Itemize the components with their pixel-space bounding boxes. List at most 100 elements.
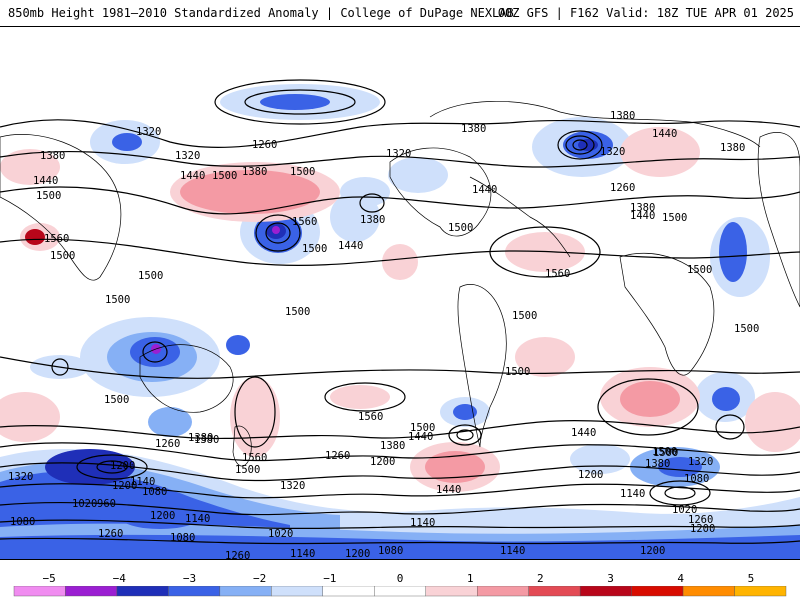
contour-label: 1140 (185, 513, 210, 525)
height-contours (0, 79, 800, 545)
anomaly-colorbar (13, 586, 787, 597)
contour-label: 1440 (571, 427, 596, 439)
contour-label: 1560 (545, 268, 570, 280)
contour-label: 1080 (170, 532, 195, 544)
contour-label: 1440 (180, 170, 205, 182)
contour-label: 1260 (325, 450, 350, 462)
contour-label: 1500 (448, 222, 473, 234)
contour-label: 1500 (505, 366, 530, 378)
contour-label: 1440 (630, 210, 655, 222)
contour-label: 1380 (360, 214, 385, 226)
colorbar-tick-label: −2 (253, 572, 267, 585)
contour-label: 1380 (242, 166, 267, 178)
contour-label: 1320 (8, 471, 33, 483)
contour-label: 1500 (235, 464, 260, 476)
contour-label: 1200 (578, 469, 603, 481)
colorbar-segment (528, 586, 581, 597)
colorbar-segment (219, 586, 272, 597)
colorbar-segment (374, 586, 426, 597)
contour-label: 1380 (630, 202, 655, 214)
contour-label: 1440 (472, 184, 497, 196)
contour-label: 1080 (142, 486, 167, 498)
contour-label: 1200 (150, 510, 175, 522)
model-run-info: 00Z GFS | F162 Valid: 18Z TUE APR 01 202… (497, 6, 794, 20)
contour-label: 1560 (292, 216, 317, 228)
contour-label: 1500 (36, 190, 61, 202)
colorbar-tick-label: −3 (182, 572, 197, 585)
contour-label: 1200 (640, 545, 665, 557)
contour-label: 1440 (338, 240, 363, 252)
colorbar-segment (734, 586, 787, 597)
contour-label: 1320 (688, 456, 713, 468)
contour-label: 1080 (684, 473, 709, 485)
colorbar-segment (168, 586, 221, 597)
colorbar-tick-label: 4 (677, 572, 685, 585)
contour-label: 1500 (104, 394, 129, 406)
contour-label: 1440 (33, 175, 58, 187)
contour-label: 1560 (358, 411, 383, 423)
contour-label: 1080 (10, 516, 35, 528)
contour-label: 1500 (410, 422, 435, 434)
contour-label: 1380 (40, 150, 65, 162)
map-title: 850mb Height 1981–2010 Standardized Anom… (8, 6, 514, 20)
contour-label: 1440 (652, 128, 677, 140)
colorbar-tick-label: 1 (466, 572, 474, 585)
contour-label: 1380 (645, 458, 670, 470)
colorbar-tick-label: −4 (112, 572, 126, 585)
contour-label: 1380 (188, 432, 213, 444)
contour-label: 1380 (610, 110, 635, 122)
contour-label: 1320 (386, 148, 411, 160)
contour-label: 1500 (662, 212, 687, 224)
colorbar-tick-label: 5 (747, 572, 755, 585)
colorbar-segment (477, 586, 529, 597)
contour-label: 1200 (370, 456, 395, 468)
contour-label: 1260 (98, 528, 123, 540)
colorbar-segment (425, 586, 478, 597)
contour-label: 1020 (72, 498, 97, 510)
colorbar-segment (631, 586, 684, 597)
contour-label: 1560 (44, 233, 69, 245)
colorbar-tick-label: 2 (537, 572, 544, 585)
contour-label: 1440 (408, 431, 433, 443)
contour-label: 1500 (734, 323, 759, 335)
contour-label: 1500 (290, 166, 315, 178)
contour-label: 1500 (50, 250, 75, 262)
contour-label: 1140 (620, 488, 645, 500)
contour-label: 1500 (285, 306, 310, 318)
contour-label: 1380 (461, 123, 486, 135)
contour-label: 1260 (225, 550, 250, 559)
contour-label: 1380 (194, 434, 219, 446)
colorbar-segment (13, 586, 66, 597)
contour-label: 1140 (410, 517, 435, 529)
contour-labels: 1320 1380 1440 1260 1380 1320 1380 1440 … (8, 110, 759, 559)
contour-label: 1140 (130, 476, 155, 488)
contour-label: 1440 (436, 484, 461, 496)
colorbar-tick-labels: −5 −4 −3 −2 −1 0 1 2 3 4 5 (0, 572, 800, 586)
colorbar-tick-label: 0 (396, 572, 404, 585)
anomaly-map: 1320 1380 1440 1260 1380 1320 1380 1440 … (0, 26, 800, 560)
contour-label: 1200 (690, 523, 715, 535)
contour-label: 1080 (378, 545, 403, 557)
colorbar-tick-label: −1 (323, 572, 337, 585)
contour-label: 1500 (302, 243, 327, 255)
colorbar-segment (682, 586, 735, 597)
contour-label: 1260 (252, 139, 277, 151)
colorbar-segment (271, 586, 324, 597)
contour-label: 1200 (345, 548, 370, 559)
contour-label: 1380 (720, 142, 745, 154)
colorbar-segment (322, 586, 375, 597)
contour-label: 1140 (500, 545, 525, 557)
contour-label: 1260 (155, 438, 180, 450)
contour-label: 1320 (175, 150, 200, 162)
colorbar-tick-label: 3 (607, 572, 614, 585)
contour-label: 1140 (290, 548, 315, 559)
colorbar-tick-label: −5 (42, 572, 56, 585)
contour-label: 1260 (610, 182, 635, 194)
contour-label: 1500 (212, 170, 237, 182)
contour-label: 1500 (687, 264, 712, 276)
contour-label: 1260 (688, 514, 713, 526)
contour-label: 1500 (652, 446, 677, 458)
contour-label: 1020 (268, 528, 293, 540)
contour-label: 1500 (138, 270, 163, 282)
contour-label: 1020 (672, 504, 697, 516)
